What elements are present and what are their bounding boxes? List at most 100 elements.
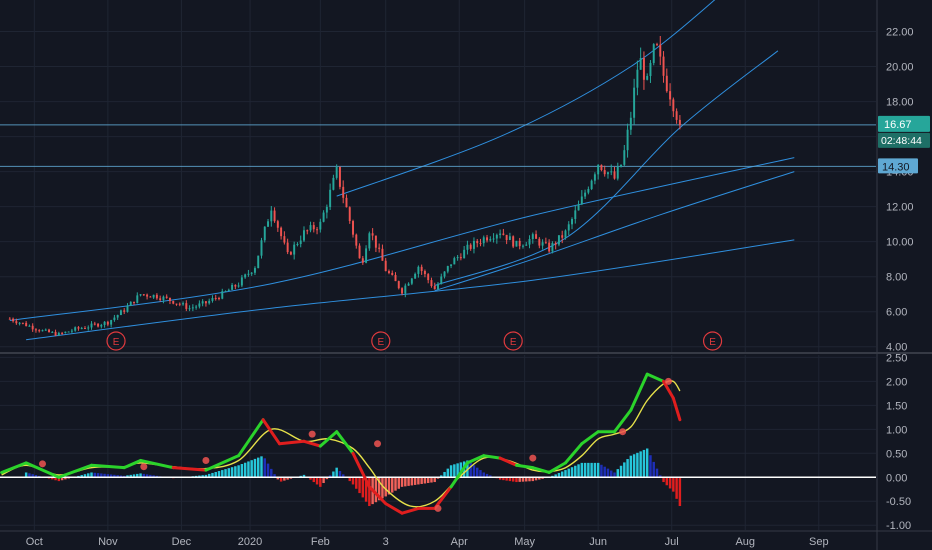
candle-body <box>87 327 90 329</box>
macd-line-segment <box>671 396 682 422</box>
macd-histogram-bar <box>377 477 381 501</box>
macd-cross-marker <box>202 456 210 464</box>
time-axis[interactable]: Oct Nov Dec 2020 Feb 3 Apr May Jun Jul Aug Sep <box>26 536 829 548</box>
macd-axis[interactable]: -1.00 -0.50 0.00 0.50 1.00 1.50 2.00 2.50 <box>886 352 911 532</box>
candle-body <box>31 325 34 330</box>
candle-body <box>119 310 122 316</box>
level-label: 14.30 <box>882 161 910 173</box>
price-tick-label: 8.00 <box>886 272 907 284</box>
macd-histogram-bar <box>616 469 620 478</box>
candle-body <box>260 240 263 256</box>
macd-histogram-bar <box>557 472 561 478</box>
candle-body <box>64 331 67 334</box>
macd-histogram-bar <box>253 458 257 478</box>
candle-body <box>103 321 106 325</box>
price-axis[interactable]: 4.006.008.0010.0012.0014.0016.0018.0020.… <box>886 27 914 354</box>
candle-body <box>522 245 524 247</box>
earnings-marker-3[interactable]: E <box>503 331 523 351</box>
macd-histogram-bar <box>113 474 116 478</box>
macd-histogram-bar <box>90 472 93 478</box>
macd-histogram-bar <box>54 477 57 481</box>
macd-histogram-bar <box>623 462 626 478</box>
macd-histogram-bar <box>433 477 436 483</box>
trendline-1[interactable] <box>9 157 795 321</box>
trendline-2[interactable] <box>26 239 795 341</box>
macd-histogram-bar <box>109 474 113 478</box>
candle-body <box>443 271 446 277</box>
macd-histogram-bar <box>387 477 391 495</box>
candle-body <box>273 210 276 222</box>
candle-body <box>499 233 502 235</box>
price-tick-label: 20.00 <box>886 62 914 74</box>
countdown-badge <box>878 132 930 148</box>
macd-histogram-bar <box>368 477 371 507</box>
macd-histogram-bar <box>443 471 446 478</box>
macd-histogram-bar <box>149 474 152 478</box>
candle-body <box>34 329 37 331</box>
macd-histogram-bar <box>201 475 204 478</box>
candle-body <box>387 271 390 273</box>
candle-body <box>165 296 168 298</box>
time-tick-label: Apr <box>451 536 468 548</box>
macd-histogram-bar <box>397 477 401 489</box>
candle-body <box>567 224 570 231</box>
macd-histogram-bar <box>276 477 280 480</box>
macd-histogram-bar <box>96 473 100 478</box>
candle-body <box>453 258 456 265</box>
candle-body <box>528 239 531 245</box>
macd-histogram-bar <box>309 477 312 480</box>
candle-body <box>420 266 423 272</box>
price-tick-label: 10.00 <box>886 237 914 249</box>
time-tick-label: Jul <box>665 536 679 548</box>
candle-body <box>329 189 332 207</box>
candle-body <box>669 91 672 100</box>
candle-body <box>430 280 433 287</box>
earnings-marker-circle <box>371 331 391 351</box>
earnings-marker-2[interactable]: E <box>371 331 391 351</box>
earnings-marker-4[interactable]: E <box>702 331 723 351</box>
trendline-3[interactable] <box>434 171 795 292</box>
macd-histogram-bar <box>93 472 97 478</box>
trendline-5[interactable] <box>434 50 779 286</box>
candle-body <box>456 257 459 259</box>
candle-body <box>237 285 240 287</box>
candle-body <box>505 234 508 241</box>
candle-body <box>659 44 662 57</box>
trendline-4[interactable] <box>336 0 729 197</box>
candle-body <box>672 99 675 112</box>
candle-body <box>342 186 345 198</box>
macd-histogram-bar <box>263 458 266 478</box>
candle-body <box>227 289 230 292</box>
macd-line-segment <box>24 461 61 479</box>
macd-histogram-bar <box>662 477 665 483</box>
candle-body <box>335 166 338 178</box>
macd-histogram-bar <box>587 462 590 478</box>
candle-body <box>626 129 629 151</box>
macd-histogram-bar <box>207 473 211 478</box>
trendlines[interactable] <box>9 0 795 341</box>
candle-body <box>84 328 86 330</box>
candle-body <box>394 274 397 282</box>
macd-histogram-bar <box>351 477 355 485</box>
candle-body <box>489 239 492 241</box>
macd-histogram-bar <box>508 477 512 482</box>
candle-body <box>309 225 312 231</box>
candle-body <box>253 268 256 273</box>
horizontal-levels[interactable] <box>0 124 876 167</box>
time-tick-label: Aug <box>735 536 755 548</box>
macd-histogram-bar <box>341 474 345 478</box>
candle-body <box>129 301 132 306</box>
macd-histogram-bar <box>283 477 286 481</box>
macd-histogram-bar <box>325 477 329 480</box>
candle-body <box>665 75 668 92</box>
macd-line-segment <box>563 442 584 465</box>
candle-body <box>365 248 368 263</box>
candle-body <box>211 297 214 301</box>
candle-body <box>469 244 472 249</box>
macd-line-segment <box>335 430 355 455</box>
earnings-marker-1[interactable]: E <box>106 331 126 351</box>
macd-tick-label: 0.00 <box>886 472 907 484</box>
